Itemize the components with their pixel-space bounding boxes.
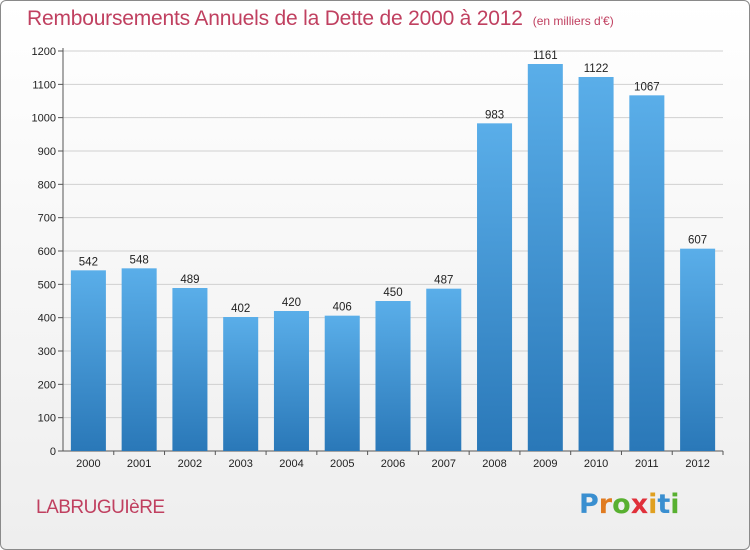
commune-name: LABRUGUIèRE (36, 497, 165, 518)
logo-letter: t (657, 489, 671, 520)
value-label: 402 (231, 303, 250, 315)
value-label: 1161 (533, 50, 558, 62)
y-tick-label: 1200 (32, 46, 56, 58)
bar-2006 (375, 301, 411, 451)
x-tick-label: 2008 (482, 458, 506, 470)
x-tick-label: 2005 (330, 458, 354, 470)
title-row: Remboursements Annuels de la Dette de 20… (27, 7, 614, 31)
x-tick-label: 2002 (178, 458, 202, 470)
value-label: 1122 (584, 63, 609, 75)
logo-letter: i (648, 489, 658, 520)
y-tick-label: 700 (38, 213, 56, 225)
x-tick-label: 2012 (685, 458, 709, 470)
bar-layer (70, 64, 716, 451)
logo-letter: x (630, 489, 649, 520)
x-tick-label: 2009 (533, 458, 557, 470)
y-tick-label: 500 (38, 279, 56, 291)
x-tick-label: 2004 (279, 458, 303, 470)
chart-title: Remboursements Annuels de la Dette de 20… (27, 7, 523, 30)
bar-2005 (324, 315, 360, 451)
x-tick-label: 2010 (584, 458, 608, 470)
x-tick-label: 2007 (432, 458, 456, 470)
value-label: 487 (434, 275, 453, 287)
value-label: 983 (485, 109, 504, 121)
value-label: 489 (180, 274, 199, 286)
bar-2007 (426, 288, 462, 451)
x-tick-label: 2011 (635, 458, 659, 470)
bar-2010 (578, 77, 614, 451)
y-tick-label: 1000 (32, 113, 56, 125)
y-tick-label: 600 (38, 246, 56, 258)
x-tick-label: 2006 (381, 458, 405, 470)
value-label: 406 (333, 302, 352, 314)
bar-2004 (273, 311, 309, 451)
y-tick-label: 1100 (32, 79, 56, 91)
y-tick-label: 400 (38, 313, 56, 325)
bar-2011 (629, 95, 665, 451)
logo-letter: o (612, 489, 631, 520)
unit-note: (en milliers d'€) (532, 14, 614, 28)
bar-2002 (172, 288, 208, 451)
x-tick-label: 2000 (76, 458, 100, 470)
x-tick-label: 2003 (228, 458, 252, 470)
value-label: 542 (79, 256, 98, 268)
bar-2008 (477, 123, 513, 451)
value-label: 548 (130, 254, 149, 266)
y-tick-label: 0 (50, 446, 56, 458)
y-tick-label: 100 (38, 413, 56, 425)
axis-layer: 0 100 200 300 400 500 600 700 800 900 1000 1100 1200… (32, 46, 724, 470)
logo-letter: r (598, 489, 613, 520)
logo-letter: P (579, 489, 599, 520)
value-label: 607 (688, 235, 707, 247)
y-tick-label: 200 (38, 379, 56, 391)
bar-2001 (121, 268, 157, 451)
y-tick-label: 800 (38, 179, 56, 191)
value-label: 420 (282, 297, 301, 309)
bar-2012 (680, 248, 716, 451)
x-tick-label: 2001 (127, 458, 151, 470)
label-layer: 542 548 489 402 420 406 450 487 983 1161 1122 1067 6… (79, 50, 707, 315)
value-label: 450 (383, 287, 402, 299)
bar-2003 (223, 317, 259, 451)
y-tick-label: 900 (38, 146, 56, 158)
y-tick-label: 300 (38, 346, 56, 358)
logo-letter: i (670, 489, 680, 520)
proxiti-logo: Proxiti (579, 489, 680, 520)
bar-2000 (70, 270, 106, 451)
value-label: 1067 (634, 81, 660, 93)
bar-2009 (527, 64, 563, 451)
